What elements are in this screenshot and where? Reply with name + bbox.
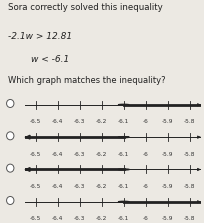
Text: -2.1w > 12.81: -2.1w > 12.81 — [8, 32, 72, 41]
Text: w < -6.1: w < -6.1 — [31, 55, 69, 64]
Circle shape — [118, 201, 129, 202]
Circle shape — [118, 136, 129, 138]
Text: Sora correctly solved this inequality: Sora correctly solved this inequality — [8, 2, 162, 12]
Text: Which graph matches the inequality?: Which graph matches the inequality? — [8, 76, 165, 85]
Circle shape — [118, 104, 129, 105]
Circle shape — [118, 169, 129, 170]
